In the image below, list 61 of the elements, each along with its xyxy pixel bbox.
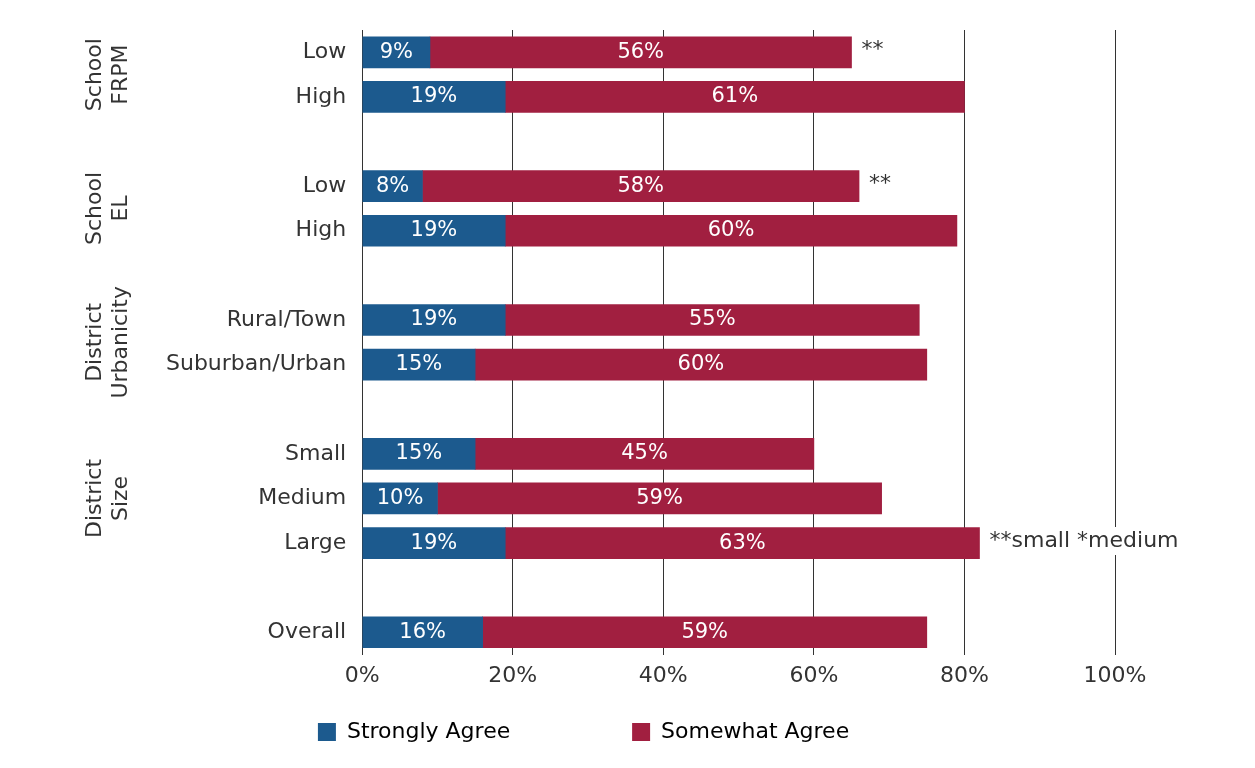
bar: [504, 214, 958, 247]
legend-label: Somewhat Agree: [661, 717, 948, 743]
y-tick-label: Large: [284, 528, 347, 554]
data-label: 15%: [395, 440, 443, 465]
bar: [362, 81, 506, 113]
x-tick-label: 60%: [789, 661, 839, 687]
bar: [362, 214, 506, 247]
y-tick-label: Low: [302, 171, 347, 197]
bar: [474, 348, 928, 381]
text: District Urbanicity: [80, 286, 132, 399]
bar: [422, 170, 860, 202]
data-label: 55%: [688, 306, 736, 331]
data-label: 59%: [681, 618, 729, 643]
bar: [362, 438, 476, 470]
x-tick-label: 0%: [344, 661, 380, 687]
data-label: 16%: [399, 618, 447, 643]
text: District Size: [80, 458, 132, 538]
data-label: 19%: [410, 83, 458, 108]
data-label: 19%: [410, 217, 458, 242]
data-label: 45%: [621, 440, 668, 465]
y-tick-label: Rural/Town: [226, 305, 347, 331]
bar: [362, 616, 483, 649]
annotation: **small *medium: [989, 526, 1179, 552]
text: School FRPM: [80, 38, 132, 112]
data-label: 15%: [395, 351, 443, 376]
x-tick-label: 100%: [1083, 661, 1147, 687]
y-tick-label: Low: [302, 38, 347, 64]
data-label: 63%: [719, 529, 766, 554]
annotation: **: [861, 36, 884, 62]
bar: [362, 304, 506, 336]
y-tick-label: Overall: [267, 618, 347, 644]
data-label: 9%: [379, 38, 413, 63]
x-tick-label: 20%: [488, 661, 538, 687]
data-label: 19%: [410, 529, 458, 554]
bar: [362, 527, 506, 559]
y-tick-label: Suburban/Urban: [166, 350, 347, 376]
bar: [504, 81, 965, 113]
y-tick-label: Medium: [258, 484, 347, 510]
data-label: 10%: [376, 484, 424, 509]
bar: [474, 438, 815, 470]
data-label: 61%: [711, 83, 759, 108]
bar: [504, 527, 980, 559]
x-tick-label: 80%: [939, 661, 989, 687]
y-tick-label: High: [295, 82, 347, 108]
bar: [482, 616, 928, 649]
data-label: 58%: [617, 172, 665, 197]
data-label: 59%: [636, 484, 683, 509]
legend-label: Strongly Agree: [346, 717, 609, 743]
data-label: 56%: [617, 38, 665, 63]
data-label: 60%: [677, 351, 725, 376]
y-tick-label: High: [295, 216, 347, 242]
bar: [429, 36, 852, 69]
bar: [504, 304, 920, 336]
annotation: **: [869, 169, 892, 195]
y-tick-label: Small: [285, 439, 347, 465]
data-label: 19%: [410, 306, 458, 331]
data-label: 60%: [707, 217, 755, 242]
text: School EL: [80, 171, 132, 245]
x-tick-label: 40%: [638, 661, 688, 687]
data-label: 8%: [375, 172, 410, 197]
bar: [437, 482, 882, 515]
